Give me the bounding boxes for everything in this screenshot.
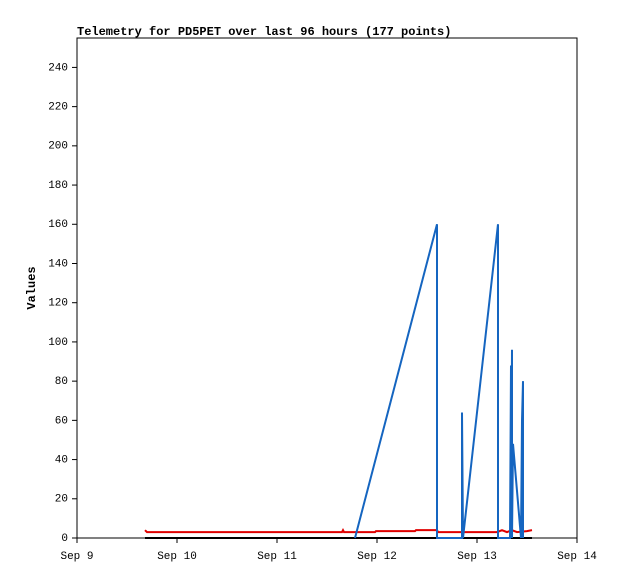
- x-tick-label: Sep 13: [457, 551, 497, 563]
- y-tick-label: 240: [48, 62, 68, 74]
- x-tick-label: Sep 9: [60, 551, 93, 563]
- y-tick-label: 100: [48, 337, 68, 349]
- series-line: [354, 224, 524, 539]
- y-axis-label: Values: [25, 266, 39, 309]
- y-tick-label: 20: [55, 494, 68, 506]
- y-tick-label: 60: [55, 415, 68, 427]
- series-line: [144, 527, 533, 534]
- y-tick-label: 200: [48, 141, 68, 153]
- plot-frame: [76, 37, 578, 539]
- x-tick-label: Sep 10: [157, 551, 197, 563]
- y-tick-label: 160: [48, 219, 68, 231]
- x-tick-label: Sep 11: [257, 551, 297, 563]
- y-tick-label: 180: [48, 180, 68, 192]
- x-tick-label: Sep 12: [357, 551, 397, 563]
- y-tick-label: 140: [48, 258, 68, 270]
- y-tick-label: 0: [61, 533, 68, 545]
- y-tick-label: 120: [48, 298, 68, 310]
- chart-title: Telemetry for PD5PET over last 96 hours …: [77, 25, 451, 39]
- y-tick-label: 40: [55, 454, 68, 466]
- x-tick-label: Sep 14: [557, 551, 597, 563]
- y-tick-label: 220: [48, 102, 68, 114]
- y-tick-label: 80: [55, 376, 68, 388]
